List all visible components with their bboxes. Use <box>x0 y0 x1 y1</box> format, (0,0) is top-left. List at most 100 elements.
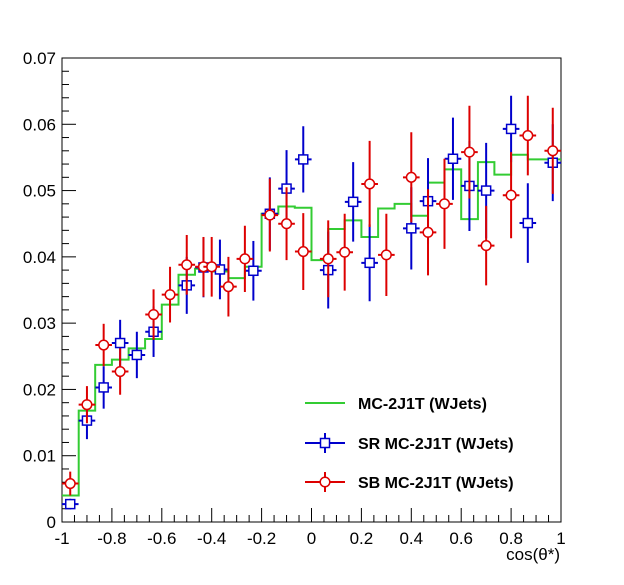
sb-data-point <box>78 386 96 424</box>
square-marker <box>64 498 76 510</box>
sr-data-point <box>444 117 462 200</box>
x-tick-label: -0.4 <box>197 529 226 548</box>
circle-marker <box>522 130 534 142</box>
square-marker <box>447 153 459 165</box>
legend-entry: MC-2J1T (WJets) <box>305 396 487 413</box>
circle-marker <box>148 308 160 321</box>
sb-data-point <box>336 213 354 291</box>
circle-marker <box>364 178 376 190</box>
sb-data-point <box>436 158 453 249</box>
x-tick-label: -1 <box>54 529 69 548</box>
circle-marker <box>505 189 517 201</box>
circle-marker <box>480 240 492 252</box>
square-marker <box>505 123 517 135</box>
circle-marker <box>405 171 417 183</box>
square-marker <box>248 265 259 277</box>
y-tick-label: 0.02 <box>23 380 56 399</box>
square-marker <box>364 257 375 269</box>
sb-data-point <box>61 471 79 496</box>
circle-marker <box>81 399 93 411</box>
x-axis-label: cos(θ*) <box>506 545 560 564</box>
x-tick-label: 1 <box>556 529 565 548</box>
sr-data-point <box>128 331 146 379</box>
square-marker <box>347 196 359 208</box>
circle-marker <box>264 209 276 221</box>
circle-marker <box>297 246 309 258</box>
sb-data-point <box>278 187 295 261</box>
sb-data-point <box>378 213 395 296</box>
y-tick-label: 0.07 <box>23 49 56 68</box>
y-tick-label: 0.01 <box>23 447 56 466</box>
x-tick-label: 0.6 <box>449 529 473 548</box>
sb-data-point <box>519 95 537 176</box>
sb-data-point <box>294 213 312 290</box>
sb-data-point <box>203 236 221 297</box>
square-marker <box>480 185 492 196</box>
series-line-mc-2j1t <box>62 153 561 497</box>
sb-data-point <box>111 348 129 395</box>
sb-data-point <box>461 105 478 199</box>
circle-marker <box>422 226 434 238</box>
y-tick-label: 0.05 <box>23 182 56 201</box>
sb-data-point <box>261 178 279 252</box>
legend-entry: SB MC-2J1T (WJets) <box>305 472 514 492</box>
sr-data-point <box>61 498 79 510</box>
circle-marker <box>239 253 251 265</box>
sb-data-point <box>319 220 337 298</box>
circle-marker <box>114 365 126 378</box>
circle-marker <box>222 281 234 293</box>
y-tick-label: 0.03 <box>23 314 56 333</box>
square-marker <box>114 337 126 349</box>
sr-data-point <box>344 162 362 242</box>
sr-data-point <box>294 126 312 193</box>
sb-data-point <box>402 132 420 223</box>
sb-data-point <box>544 107 562 194</box>
legend-label: SB MC-2J1T (WJets) <box>358 475 514 492</box>
x-tick-label: 0.4 <box>399 529 423 548</box>
sr-data-point <box>519 183 537 263</box>
sb-data-point <box>477 205 495 286</box>
square-marker <box>406 223 417 234</box>
x-tick-label: -0.8 <box>97 529 126 548</box>
square-marker <box>98 382 109 393</box>
circle-marker <box>98 339 110 351</box>
legend-entry: SR MC-2J1T (WJets) <box>305 433 514 453</box>
y-tick-label: 0 <box>47 513 56 532</box>
circle-marker <box>64 478 76 490</box>
x-tick-label: 0.8 <box>499 529 523 548</box>
sb-data-point <box>161 266 179 323</box>
x-tick-label: 0.2 <box>350 529 374 548</box>
circle-marker <box>438 198 451 210</box>
sr-data-point <box>245 240 262 301</box>
sb-data-point <box>220 256 237 317</box>
circle-marker <box>339 246 351 258</box>
sr-data-point <box>502 95 520 163</box>
x-tick-label: -0.6 <box>147 529 176 548</box>
circle-marker <box>281 218 293 230</box>
square-marker <box>298 154 309 165</box>
sb-data-point <box>178 234 196 295</box>
square-marker <box>522 217 534 229</box>
sb-data-point <box>502 152 520 239</box>
sb-data-point <box>236 225 254 292</box>
sr-data-point <box>95 366 112 409</box>
legend-circle-marker <box>319 476 331 488</box>
circle-marker <box>380 249 392 261</box>
legend-label: MC-2J1T (WJets) <box>358 396 487 413</box>
sr-data-point <box>361 224 378 302</box>
sb-data-point <box>95 323 112 367</box>
x-tick-label: -0.2 <box>247 529 276 548</box>
circle-marker <box>463 146 475 158</box>
y-tick-label: 0.04 <box>23 248 56 267</box>
legend-square-marker <box>319 437 331 449</box>
circle-marker <box>322 253 334 265</box>
x-tick-label: 0 <box>307 529 316 548</box>
circle-marker <box>164 289 176 301</box>
square-marker <box>131 349 143 361</box>
circle-marker <box>206 261 218 273</box>
sb-data-point <box>361 140 378 228</box>
legend-label: SR MC-2J1T (WJets) <box>358 436 514 453</box>
circle-marker <box>547 145 559 157</box>
